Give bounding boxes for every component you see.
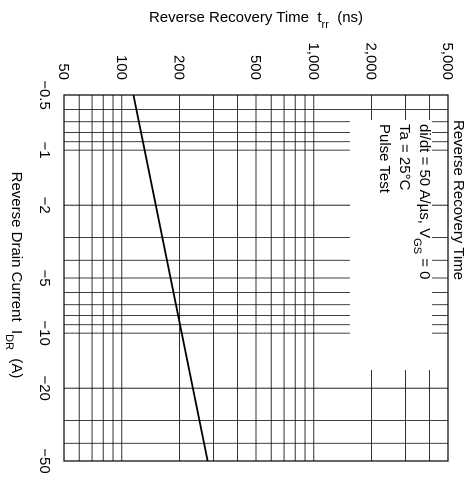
y-tick-label: 100 (113, 55, 130, 80)
text-part: Reverse Recovery Time t (149, 9, 322, 26)
y-tick-label: 2,000 (363, 42, 380, 80)
x-axis-label: Reverse Drain Current IDR (A) (3, 172, 25, 379)
text-part: (ns) (329, 9, 363, 26)
y-axis-label: Reverse Recovery Time trr (ns) (149, 9, 363, 31)
y-tick-label: 200 (171, 55, 188, 80)
data-line (132, 94, 209, 462)
annotation: di/dt = 50 A/µs, VGS = 0 (411, 124, 433, 279)
text-part: = 0 (416, 254, 433, 279)
text-part: di/dt = 50 A/µs, V (416, 124, 433, 238)
text-part: rr (322, 19, 330, 31)
text-part: Ta = 25°C (396, 124, 413, 191)
chart-title: Reverse Recovery Time (450, 120, 464, 280)
x-tick-label: −0.5 (36, 80, 53, 110)
annotation-box (350, 120, 432, 370)
x-tick-label: −1 (36, 142, 53, 159)
y-tick-label: 1,000 (305, 42, 322, 80)
annotation: Pulse Test (376, 124, 393, 194)
text-part: Reverse Drain Current I (8, 172, 25, 335)
text-part: DR (3, 334, 15, 350)
text-part: (A) (8, 350, 25, 378)
y-tick-label: 5,000 (439, 42, 456, 80)
x-tick-label: −50 (36, 448, 53, 473)
y-tick-label: 500 (247, 55, 264, 80)
x-tick-label: −10 (36, 320, 53, 345)
text-part: Pulse Test (376, 124, 393, 194)
x-tick-label: −2 (36, 197, 53, 214)
y-tick-label: 50 (55, 63, 72, 80)
annotation: Ta = 25°C (396, 124, 413, 191)
text-part: GS (411, 238, 423, 254)
x-tick-label: −5 (36, 269, 53, 286)
x-tick-label: −20 (36, 375, 53, 400)
